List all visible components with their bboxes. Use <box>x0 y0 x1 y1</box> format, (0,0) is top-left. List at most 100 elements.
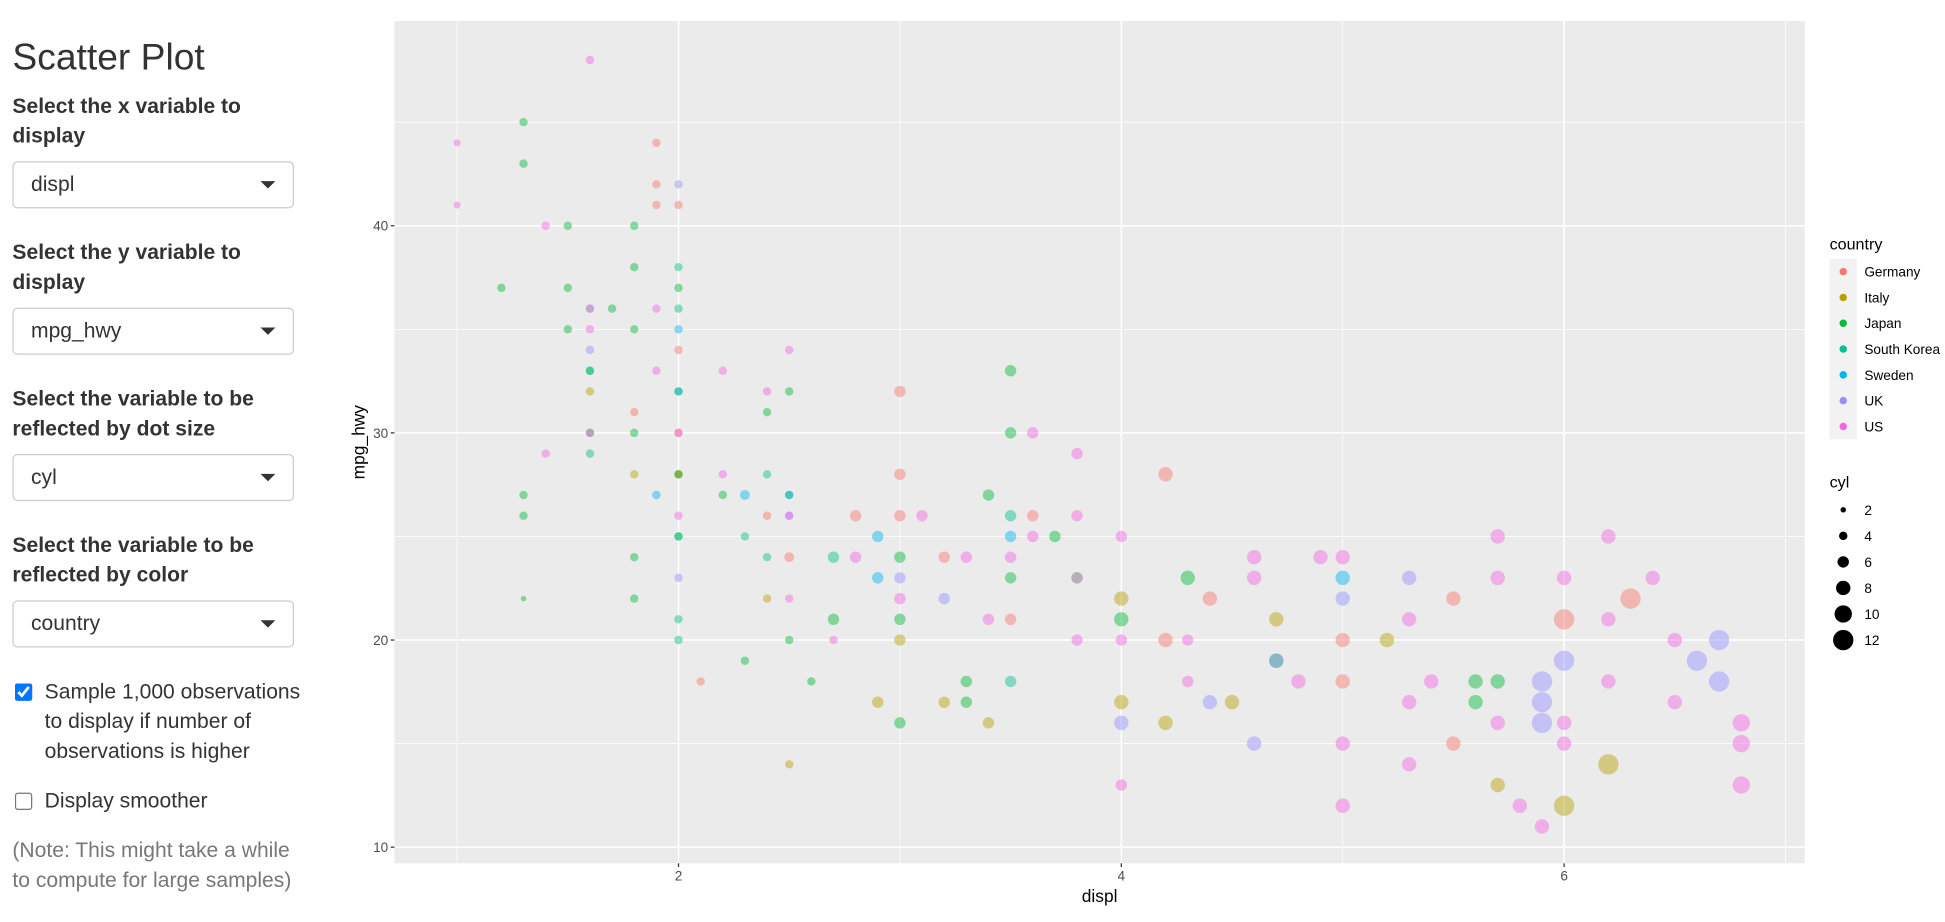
point <box>1424 674 1439 689</box>
point <box>1401 694 1417 710</box>
legend-swatch <box>1839 345 1847 353</box>
point <box>585 55 595 65</box>
point <box>1556 715 1572 731</box>
point <box>1335 570 1350 586</box>
point <box>827 613 840 626</box>
checkbox[interactable] <box>14 792 33 810</box>
sidebar: Scatter Plot Select the x variable to di… <box>12 37 303 895</box>
point <box>1114 591 1129 606</box>
select-input[interactable]: cyl <box>12 453 294 502</box>
checkbox-row[interactable]: Display smoother <box>12 786 303 816</box>
select-input[interactable]: country <box>12 600 294 648</box>
point <box>674 615 683 624</box>
point <box>674 511 683 520</box>
control-label: Select the y variable to display <box>12 240 241 294</box>
checkbox-row[interactable]: Sample 1,000 observations to display if … <box>12 677 303 766</box>
point <box>1732 714 1750 732</box>
point <box>1335 549 1350 565</box>
size-legend-dot <box>1839 531 1848 541</box>
point <box>630 262 639 272</box>
point <box>1004 675 1017 688</box>
point <box>1115 779 1128 791</box>
point <box>1158 467 1173 482</box>
point <box>1004 530 1017 543</box>
y-tick-label: 40 <box>373 219 389 234</box>
control-label: Select the x variable to display <box>12 94 241 148</box>
point <box>1224 694 1240 710</box>
point <box>519 159 528 168</box>
point <box>718 470 728 479</box>
point <box>1490 715 1505 731</box>
point <box>652 200 661 210</box>
point <box>916 510 928 522</box>
point <box>1071 634 1083 646</box>
point <box>872 530 884 543</box>
point <box>1732 734 1750 753</box>
point <box>1004 551 1017 563</box>
y-tick-label: 10 <box>373 840 389 855</box>
point <box>1732 776 1750 794</box>
point <box>1158 632 1173 648</box>
point <box>674 428 683 438</box>
point <box>872 572 884 584</box>
select-input[interactable]: mpg_hwy <box>12 307 294 355</box>
point <box>1686 650 1708 671</box>
point <box>674 387 683 396</box>
point <box>1667 632 1683 648</box>
point <box>652 304 661 313</box>
size-legend-dot <box>1834 605 1852 623</box>
point <box>585 387 595 396</box>
point <box>894 385 906 398</box>
point <box>1114 715 1129 731</box>
point <box>1004 427 1017 439</box>
point <box>1115 634 1128 646</box>
point <box>1645 570 1660 586</box>
point <box>960 551 973 563</box>
point <box>1269 612 1284 627</box>
point <box>1180 570 1195 586</box>
point <box>541 449 550 458</box>
point <box>762 594 772 603</box>
point <box>1071 572 1083 584</box>
point <box>519 511 528 520</box>
checkbox[interactable] <box>14 683 33 701</box>
point <box>1027 510 1039 522</box>
plot-panel <box>394 21 1805 864</box>
dropdown-arrow <box>260 181 276 189</box>
point <box>784 345 794 355</box>
point <box>1512 798 1528 813</box>
point <box>894 613 906 626</box>
point <box>740 656 750 665</box>
select-value: mpg_hwy <box>31 318 122 343</box>
point <box>1553 650 1575 671</box>
point <box>1269 653 1284 668</box>
point <box>1335 798 1350 813</box>
point <box>630 428 639 438</box>
note: (Note: This might take a while to comput… <box>12 838 292 892</box>
point <box>674 345 683 355</box>
dropdown-arrow <box>260 473 276 482</box>
point <box>1667 694 1683 710</box>
point <box>1468 694 1483 710</box>
point <box>674 470 683 479</box>
point <box>1401 612 1417 627</box>
legend-label: South Korea <box>1864 342 1940 357</box>
point <box>696 677 705 686</box>
point <box>1556 570 1572 586</box>
size-legend-label: 2 <box>1864 503 1872 518</box>
legend-title: country <box>1830 235 1884 253</box>
point <box>674 470 683 479</box>
select-input[interactable]: displ <box>12 161 294 209</box>
point <box>1531 712 1553 734</box>
point <box>784 490 794 500</box>
point <box>1049 530 1061 543</box>
point <box>739 490 750 500</box>
point <box>1708 671 1730 692</box>
point <box>1004 365 1017 377</box>
point <box>894 551 906 563</box>
point <box>1246 736 1262 751</box>
point <box>1446 591 1461 606</box>
point <box>894 592 906 605</box>
